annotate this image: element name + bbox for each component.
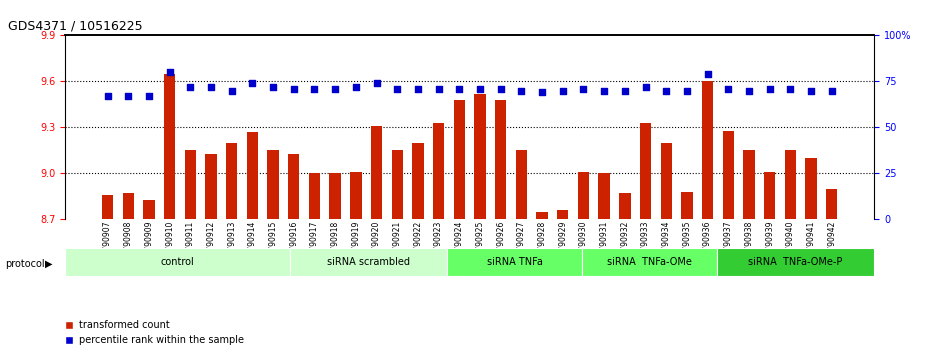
Bar [495,100,506,354]
Point [183,84,198,90]
Bar [123,193,134,354]
Point [804,88,818,93]
Text: siRNA TNFa: siRNA TNFa [486,257,542,267]
Bar [717,248,874,276]
Bar [164,74,176,354]
Bar [290,248,447,276]
Bar [723,131,734,354]
Point [141,93,156,99]
Text: siRNA scrambled: siRNA scrambled [327,257,410,267]
Point [327,86,342,92]
Point [618,88,632,93]
Point [680,88,695,93]
Point [824,88,839,93]
Point [245,80,259,86]
Bar [582,248,717,276]
Point [576,86,591,92]
Bar [309,173,320,354]
Bar [268,150,279,354]
Bar [702,81,713,354]
Point [638,84,653,90]
Bar [412,143,423,354]
Text: protocol: protocol [5,259,45,269]
Bar [226,143,237,354]
Point [100,93,115,99]
Bar [743,150,754,354]
Point [410,86,425,92]
Bar [516,150,527,354]
Point [266,84,281,90]
Point [514,88,529,93]
Bar [447,248,582,276]
Point [597,88,612,93]
Bar [206,154,217,354]
Bar [805,158,817,354]
Point [493,86,508,92]
Point [535,90,550,95]
Point [224,88,239,93]
Bar [371,126,382,354]
Bar [557,210,568,354]
Text: GDS4371 / 10516225: GDS4371 / 10516225 [8,20,143,33]
Bar [433,123,445,354]
Point [369,80,384,86]
Bar [785,150,796,354]
Point [307,86,322,92]
Point [472,86,487,92]
Point [741,88,756,93]
Bar [392,150,403,354]
Bar [578,172,589,354]
Point [286,86,301,92]
Bar [537,212,548,354]
Text: siRNA  TNFa-OMe: siRNA TNFa-OMe [607,257,692,267]
Text: ▶: ▶ [45,259,52,269]
Point [700,71,715,77]
Point [721,86,736,92]
Bar [681,192,693,354]
Point [121,93,136,99]
Bar [351,172,362,354]
Text: siRNA  TNFa-OMe-P: siRNA TNFa-OMe-P [749,257,843,267]
Bar [598,173,610,354]
Bar [288,154,299,354]
Bar [329,173,341,354]
Bar [619,193,631,354]
Bar [102,195,113,354]
Bar [246,132,259,354]
Point [162,69,177,75]
Point [452,86,467,92]
Bar [454,100,465,354]
Point [763,86,777,92]
Bar [65,248,290,276]
Point [555,88,570,93]
Point [658,88,673,93]
Legend: transformed count, percentile rank within the sample: transformed count, percentile rank withi… [60,316,248,349]
Bar [143,200,154,354]
Bar [660,143,671,354]
Bar [826,189,837,354]
Bar [764,172,776,354]
Point [349,84,364,90]
Bar [474,94,485,354]
Text: control: control [161,257,194,267]
Point [432,86,446,92]
Point [783,86,798,92]
Point [204,84,219,90]
Bar [640,123,651,354]
Bar [185,150,196,354]
Point [390,86,405,92]
